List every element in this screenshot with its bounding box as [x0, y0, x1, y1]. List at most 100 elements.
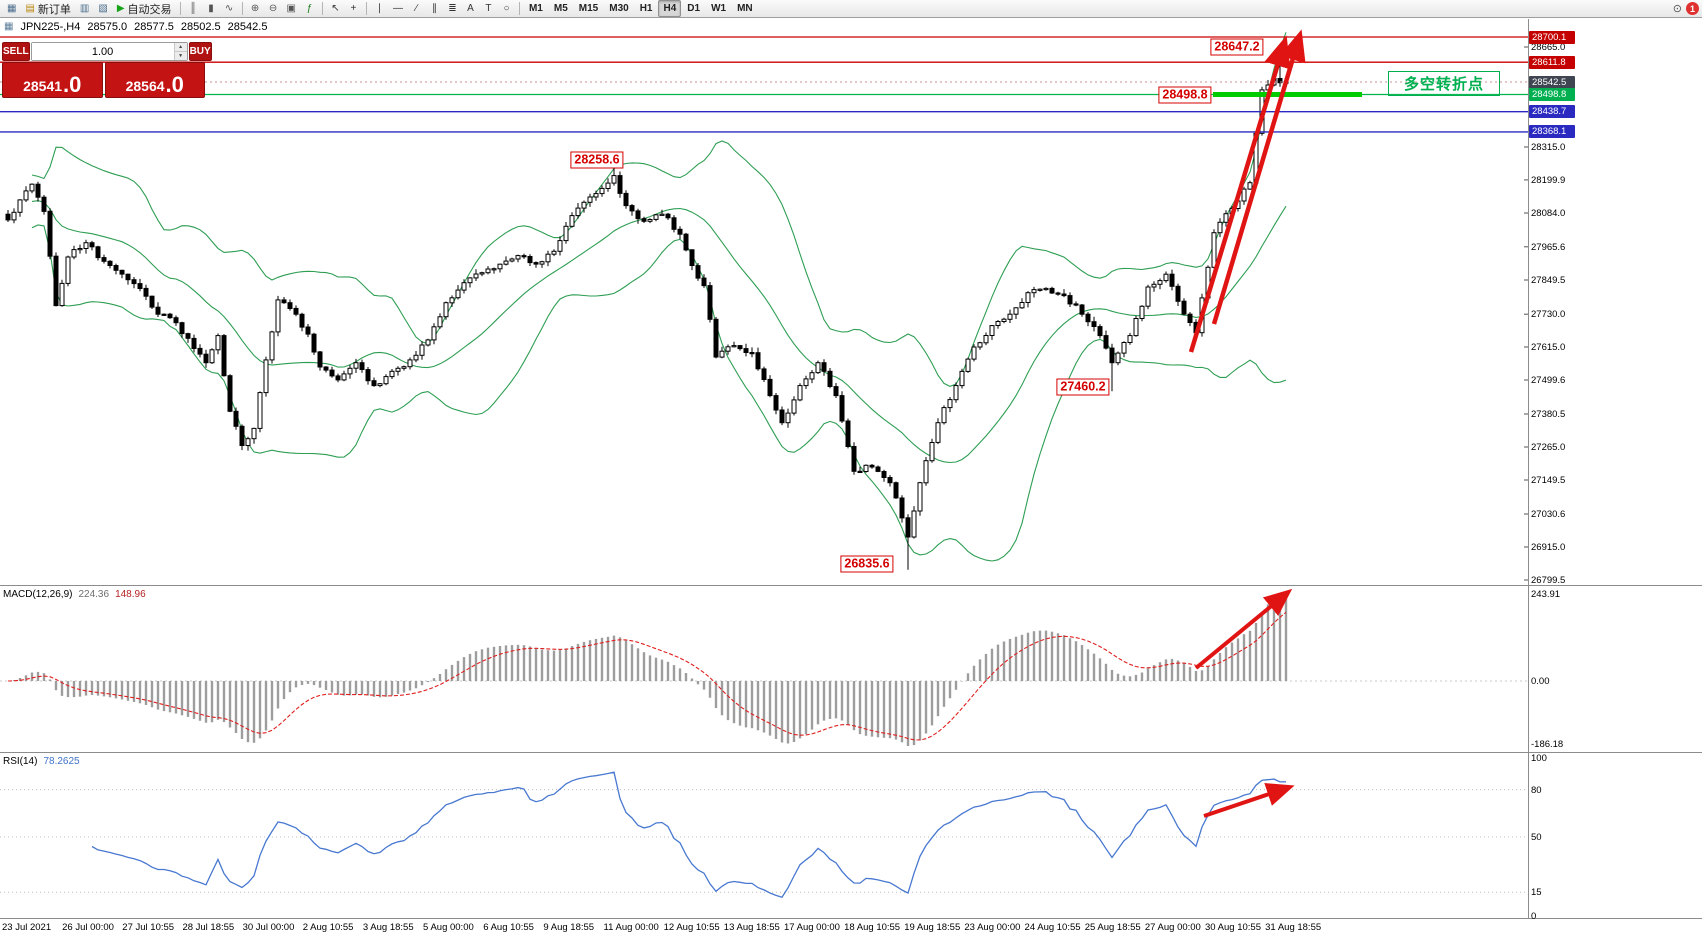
crosshair-icon[interactable]: +: [345, 1, 362, 17]
volume-up-icon[interactable]: ▲: [174, 43, 187, 52]
fibonacci-icon-glyph: ≣: [448, 2, 457, 14]
chart-profile-icon-glyph: ▥: [79, 2, 90, 14]
price-axis-tick: 28084.0: [1531, 208, 1566, 220]
autotrading-glyph: ▶: [116, 2, 125, 14]
timeframe-button-h4[interactable]: H4: [658, 0, 682, 17]
timeframe-button-h1[interactable]: H1: [639, 3, 653, 14]
turning-point-label[interactable]: 多空转折点: [1388, 71, 1500, 96]
tile-windows-icon[interactable]: ▣: [283, 1, 300, 17]
channel-icon[interactable]: ∥: [426, 1, 443, 17]
template-icon-glyph: ▧: [98, 2, 108, 14]
sell-price-button[interactable]: 28541 .0: [2, 62, 103, 98]
macd-name: MACD(12,26,9): [3, 589, 73, 600]
buy-price-button[interactable]: 28564 .0: [104, 62, 205, 98]
tile-windows-icon-glyph: ▣: [286, 2, 296, 14]
buy-button[interactable]: BUY: [188, 42, 212, 61]
rsi-name: RSI(14): [3, 756, 38, 767]
candlestick-chart-icon-glyph: ▮: [208, 2, 214, 14]
rsi-axis-label: 15: [1531, 887, 1542, 899]
vertical-line-icon[interactable]: ∣: [371, 1, 388, 17]
new-order-button[interactable]: ▤ 新订单: [21, 1, 74, 17]
crosshair-icon-glyph: +: [350, 2, 357, 14]
price-axis-tick: 26799.5: [1531, 575, 1566, 586]
toolbar: ▦ ▤ 新订单 ▥ ▧ ▶ 自动交易 ║ ▮ ∿ ⊕ ⊖ ▣ ƒ ↖ + ∣ — ∕ ∥ ≣ A T ○ M1 M5 M15 M30 H…: [0, 0, 1702, 18]
price-callout[interactable]: 26835.6: [840, 555, 894, 573]
horizontal-line-icon[interactable]: —: [389, 1, 407, 17]
indicators-icon[interactable]: ƒ: [301, 1, 318, 17]
price-level-chip: 28700.1: [1529, 30, 1575, 44]
quote-close: 28542.5: [227, 21, 268, 33]
time-axis-label: 19 Aug 18:55: [904, 922, 961, 933]
zoom-in-icon[interactable]: ⊕: [247, 1, 264, 17]
label-icon[interactable]: T: [480, 1, 497, 17]
sell-button[interactable]: SELL: [2, 42, 30, 61]
macd-axis-label: 243.91: [1531, 589, 1561, 600]
bar-chart-icon[interactable]: ║: [185, 1, 202, 17]
toolbar-separator: [179, 2, 181, 15]
candlestick-chart-icon[interactable]: ▮: [203, 1, 220, 17]
price-axis-tick: 27499.6: [1531, 374, 1566, 386]
timeframe-button-w1[interactable]: W1: [711, 3, 727, 14]
price-level-chip: 28438.7: [1529, 105, 1575, 119]
autotrading-button-label: 自动交易: [127, 3, 172, 16]
toolbar-separator: [365, 2, 367, 15]
fibonacci-icon[interactable]: ≣: [444, 1, 461, 17]
price-callout[interactable]: 27460.2: [1056, 378, 1110, 396]
time-axis-label: 30 Aug 10:55: [1205, 922, 1261, 933]
time-axis-label: 2 Aug 10:55: [302, 922, 354, 933]
price-axis-tick: 27849.5: [1531, 275, 1566, 287]
price-callout[interactable]: 28498.8: [1158, 86, 1212, 103]
price-axis-tick: 27730.0: [1531, 309, 1566, 321]
volume-down-icon[interactable]: ▼: [174, 52, 187, 60]
time-axis-label: 9 Aug 18:55: [543, 922, 595, 933]
notification-badge[interactable]: 1: [1686, 2, 1699, 15]
price-level-chip: 28542.5: [1529, 75, 1575, 89]
price-callout[interactable]: 28647.2: [1210, 38, 1264, 56]
autotrading-button[interactable]: ▶ 自动交易: [113, 1, 176, 17]
quote-open: 28575.0: [87, 21, 128, 33]
price-axis-tick: 27265.0: [1531, 442, 1566, 453]
cursor-icon[interactable]: ↖: [327, 1, 344, 17]
timeframe-button-mn[interactable]: MN: [737, 3, 753, 14]
timeframe-button-m1[interactable]: M1: [528, 3, 543, 14]
line-chart-icon-glyph: ∿: [224, 2, 234, 14]
rsi-axis-label: 100: [1531, 753, 1547, 764]
quote-line: ▦ JPN225-,H4 28575.0 28577.5 28502.5 285…: [4, 21, 267, 33]
channel-icon-glyph: ∥: [431, 2, 437, 14]
time-axis-label: 23 Jul 2021: [2, 922, 52, 933]
time-axis-label: 3 Aug 18:55: [362, 922, 414, 933]
timeframe-button-m5[interactable]: M5: [553, 3, 568, 14]
symbol-period: JPN225-,H4: [20, 21, 81, 33]
macd-axis-label: 0.00: [1531, 676, 1550, 688]
price-callout[interactable]: 28258.6: [570, 151, 624, 169]
shapes-icon[interactable]: ○: [498, 1, 515, 17]
text-icon[interactable]: A: [462, 1, 479, 17]
time-axis-label: 27 Jul 10:55: [122, 922, 175, 933]
price-axis-tick: 27149.5: [1531, 475, 1566, 486]
price-axis-tick: 26915.0: [1531, 542, 1566, 553]
search-icon[interactable]: ⊙: [1672, 3, 1682, 15]
new-order-button-label: 新订单: [37, 3, 71, 16]
time-axis-label: 18 Aug 10:55: [844, 922, 901, 933]
volume-input[interactable]: [31, 43, 174, 60]
trendline-icon-glyph: ∕: [415, 2, 418, 14]
timeframe-button-d1[interactable]: D1: [687, 3, 701, 14]
template-icon[interactable]: ▧: [94, 1, 111, 17]
trendline-icon[interactable]: ∕: [408, 1, 425, 17]
chart-profile-icon[interactable]: ▥: [76, 1, 93, 17]
timeframe-button-m30[interactable]: M30: [609, 3, 629, 14]
macd-value: 224.36: [78, 589, 110, 600]
zoom-in-icon-glyph: ⊕: [250, 2, 260, 14]
horizontal-line-icon-glyph: —: [392, 2, 403, 14]
price-axis-tick: 28665.0: [1531, 42, 1566, 54]
chart-window-icon[interactable]: ▦: [3, 1, 20, 17]
buy-price-int: 28564: [125, 78, 165, 94]
line-chart-icon[interactable]: ∿: [221, 1, 238, 17]
time-axis-label: 26 Jul 00:00: [62, 922, 114, 933]
time-axis-label: 23 Aug 00:00: [964, 922, 1021, 933]
zoom-out-icon[interactable]: ⊖: [265, 1, 282, 17]
one-click-trading-panel: SELL ▲ ▼ BUY 28541 .0 28564 .0: [2, 42, 212, 98]
timeframe-button-m15[interactable]: M15: [578, 3, 599, 14]
price-level-chip: 28498.8: [1529, 88, 1575, 101]
